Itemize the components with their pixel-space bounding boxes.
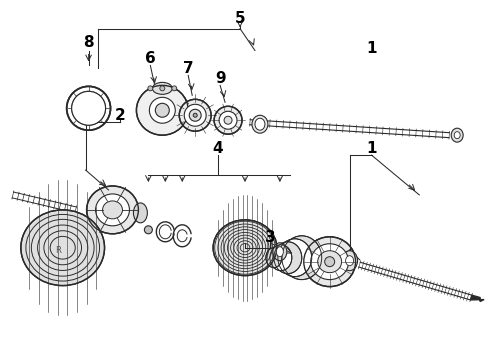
Ellipse shape [318, 251, 342, 273]
Ellipse shape [145, 226, 152, 234]
Ellipse shape [21, 210, 104, 285]
Polygon shape [470, 295, 484, 302]
Ellipse shape [67, 86, 111, 130]
Ellipse shape [133, 203, 147, 223]
Ellipse shape [102, 201, 122, 219]
Ellipse shape [172, 86, 177, 91]
Ellipse shape [72, 91, 105, 125]
Text: 1: 1 [366, 41, 377, 56]
Ellipse shape [213, 220, 277, 276]
Ellipse shape [451, 128, 463, 142]
Ellipse shape [224, 116, 232, 124]
Ellipse shape [270, 245, 292, 271]
Ellipse shape [342, 251, 358, 271]
Ellipse shape [68, 87, 110, 129]
Ellipse shape [252, 115, 268, 133]
Ellipse shape [193, 113, 197, 117]
Ellipse shape [87, 186, 138, 234]
Ellipse shape [136, 85, 188, 135]
Text: 4: 4 [213, 141, 223, 156]
Ellipse shape [255, 118, 265, 130]
Ellipse shape [282, 236, 322, 280]
Ellipse shape [266, 248, 282, 268]
Ellipse shape [189, 109, 201, 121]
Ellipse shape [96, 194, 129, 226]
Text: 2: 2 [115, 108, 126, 123]
Ellipse shape [149, 97, 175, 123]
Text: 8: 8 [83, 35, 94, 50]
Ellipse shape [454, 132, 460, 139]
Ellipse shape [276, 247, 283, 257]
Text: 5: 5 [235, 11, 245, 26]
Ellipse shape [148, 86, 153, 91]
Ellipse shape [77, 97, 99, 119]
Text: R: R [55, 246, 61, 255]
Ellipse shape [152, 82, 172, 94]
Ellipse shape [155, 103, 169, 117]
Ellipse shape [274, 242, 302, 274]
Ellipse shape [325, 257, 335, 267]
Ellipse shape [160, 86, 165, 91]
Ellipse shape [273, 243, 287, 261]
Ellipse shape [72, 91, 105, 125]
Text: 6: 6 [145, 51, 156, 66]
Text: 1: 1 [366, 141, 377, 156]
Ellipse shape [179, 99, 211, 131]
Text: 3: 3 [265, 230, 275, 245]
Ellipse shape [184, 104, 206, 126]
Ellipse shape [219, 111, 237, 129]
Ellipse shape [345, 256, 354, 266]
Ellipse shape [214, 106, 242, 134]
Ellipse shape [84, 103, 94, 113]
Text: 9: 9 [215, 71, 225, 86]
Ellipse shape [311, 244, 348, 280]
Ellipse shape [278, 239, 312, 276]
Ellipse shape [304, 237, 356, 287]
Text: 7: 7 [183, 61, 194, 76]
